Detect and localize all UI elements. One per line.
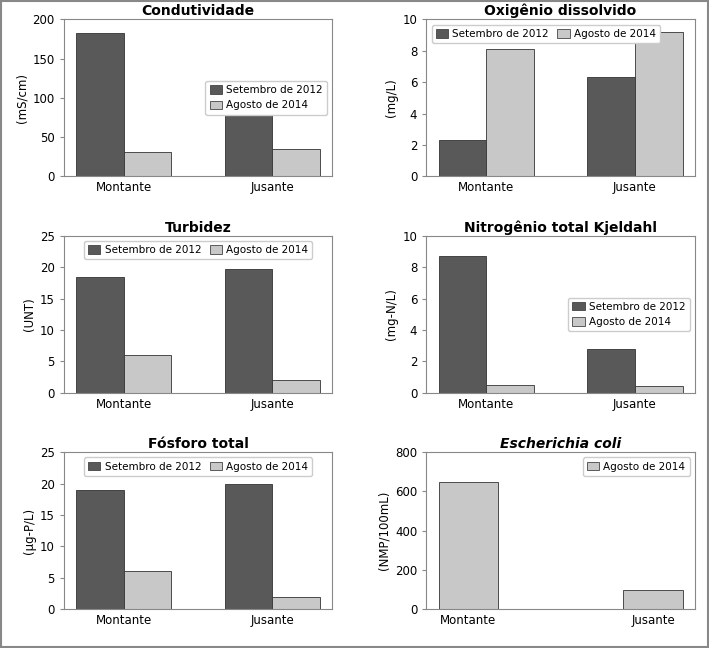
Title: Fósforo total: Fósforo total [147,437,249,451]
Title: Nitrogênio total Kjeldahl: Nitrogênio total Kjeldahl [464,220,657,235]
Bar [438,140,486,176]
Bar [272,149,320,176]
Bar [486,385,534,393]
Bar [635,32,683,176]
Y-axis label: (NMP/100mL): (NMP/100mL) [378,491,391,570]
Legend: Setembro de 2012, Agosto de 2014: Setembro de 2012, Agosto de 2014 [84,457,313,476]
Bar [76,490,123,609]
Legend: Agosto de 2014: Agosto de 2014 [583,457,690,476]
Title: Oxigênio dissolvido: Oxigênio dissolvido [484,4,637,18]
Bar [438,481,498,609]
Bar [225,269,272,393]
Bar [225,115,272,176]
Bar [123,355,172,393]
Title: Escherichia coli: Escherichia coli [500,437,621,451]
Y-axis label: (UNT): (UNT) [23,297,35,331]
Title: Condutividade: Condutividade [142,5,255,18]
Bar [123,572,172,609]
Bar [486,49,534,176]
Bar [587,78,635,176]
Bar [76,33,123,176]
Bar [76,277,123,393]
Legend: Setembro de 2012, Agosto de 2014: Setembro de 2012, Agosto de 2014 [206,81,327,115]
Y-axis label: (µg-P/L): (µg-P/L) [23,507,35,554]
Legend: Setembro de 2012, Agosto de 2014: Setembro de 2012, Agosto de 2014 [84,241,313,259]
Legend: Setembro de 2012, Agosto de 2014: Setembro de 2012, Agosto de 2014 [432,25,660,43]
Bar [587,349,635,393]
Bar [272,597,320,609]
Y-axis label: (mg-N/L): (mg-N/L) [385,288,398,340]
Bar [123,152,172,176]
Title: Turbidez: Turbidez [164,221,231,235]
Bar [438,256,486,393]
Bar [225,483,272,609]
Bar [635,386,683,393]
Y-axis label: (mS/cm): (mS/cm) [16,73,28,123]
Bar [623,590,683,609]
Bar [272,380,320,393]
Y-axis label: (mg/L): (mg/L) [385,78,398,117]
Legend: Setembro de 2012, Agosto de 2014: Setembro de 2012, Agosto de 2014 [568,297,690,331]
